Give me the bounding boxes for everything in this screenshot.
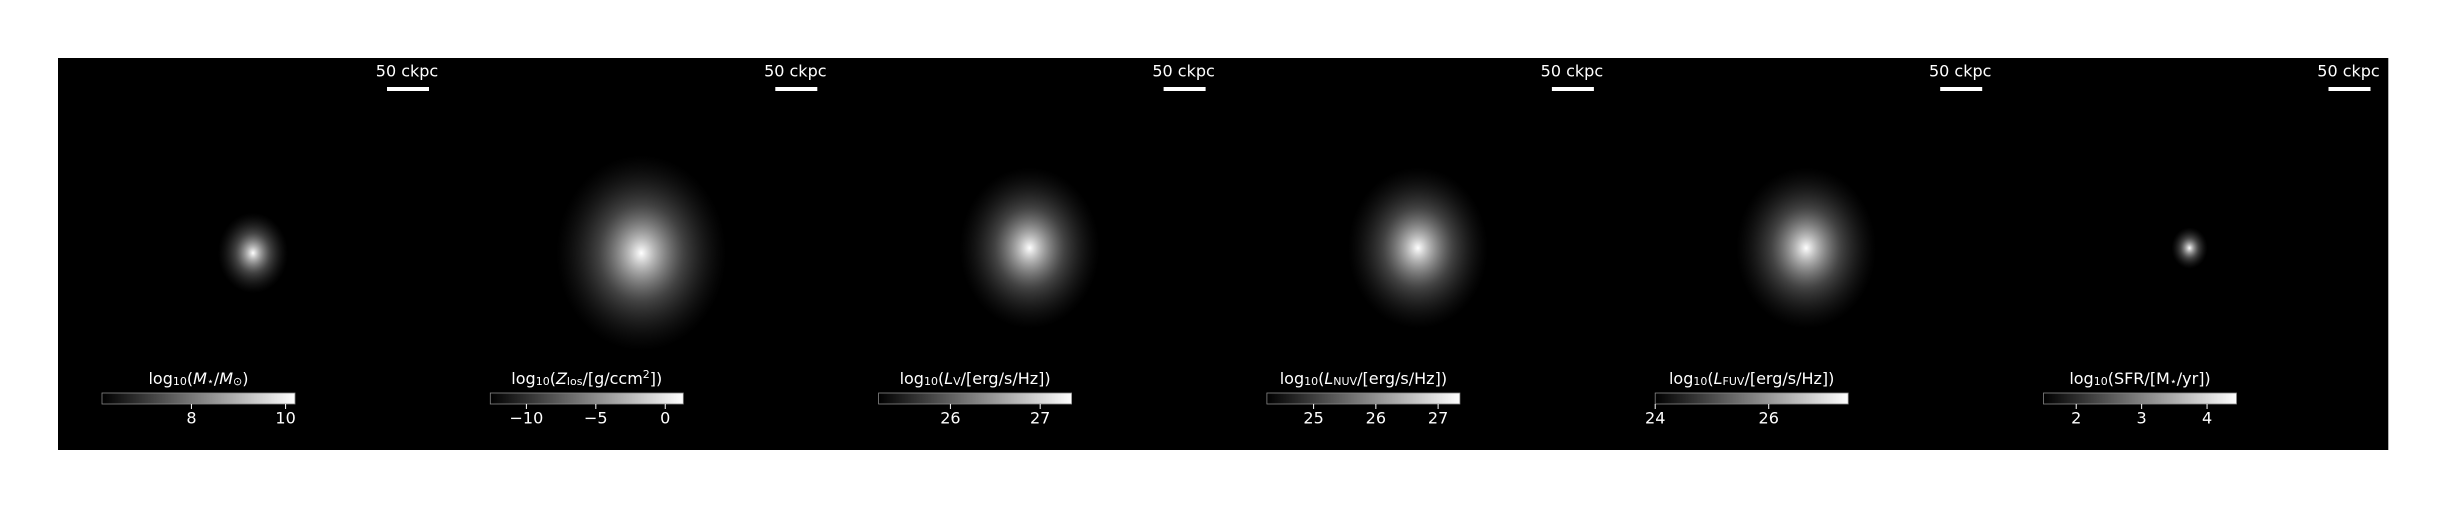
label-part: log [511, 369, 535, 388]
galaxy-image [2171, 227, 2208, 269]
colorbar-tick-label: 8 [186, 409, 196, 428]
colorbar-tick-label: 26 [1366, 409, 1386, 428]
label-part: /[erg/s/Hz]) [1744, 369, 1834, 388]
label-part: log [1669, 369, 1693, 388]
colorbar-tick-label: 25 [1303, 409, 1323, 428]
label-part: 10 [1693, 375, 1707, 388]
galaxy-image [1736, 167, 1877, 329]
colorbar-tick-label: 26 [1759, 409, 1779, 428]
scale-bar-label: 50 ckpc [376, 62, 438, 81]
colorbar-label: log10(LV/[erg/s/Hz]) [900, 369, 1051, 388]
label-part: ( [187, 369, 193, 388]
label-part: /[erg/s/Hz]) [961, 369, 1051, 388]
scale-bar [2328, 87, 2371, 91]
label-part: M [219, 369, 233, 388]
label-part: 10 [1304, 375, 1318, 388]
colorbar-tick-label: 26 [940, 409, 960, 428]
scale-bar-label: 50 ckpc [1541, 62, 1603, 81]
label-part: / [214, 369, 220, 388]
colorbar-tick-label: 2 [2071, 409, 2081, 428]
scale-bar-label: 50 ckpc [764, 62, 826, 81]
colorbar [489, 392, 684, 405]
label-part: L [944, 369, 953, 388]
label-part: 2 [643, 368, 650, 381]
label-part: (SFR/[M [2108, 369, 2170, 388]
label-part: M [193, 369, 207, 388]
scale-bar [775, 87, 818, 91]
label-part: ( [1318, 369, 1324, 388]
label-part: 10 [924, 375, 938, 388]
colorbar [101, 392, 296, 405]
panel: 50 ckpc log10(LNUV/[erg/s/Hz]) 25 26 27 [1222, 58, 1612, 450]
label-part: /[erg/s/Hz]) [1357, 369, 1447, 388]
colorbar-tick-label: 27 [1030, 409, 1050, 428]
label-part: ) [242, 369, 248, 388]
galaxy-image [1347, 167, 1488, 329]
colorbar [1266, 392, 1461, 405]
label-part: 10 [536, 375, 550, 388]
colorbar-tick-label: 24 [1645, 409, 1665, 428]
label-part: 10 [173, 375, 187, 388]
label-part: log [900, 369, 924, 388]
scale-bar-label: 50 ckpc [2317, 62, 2379, 81]
colorbar-label: log10(M⋆/M⊙) [148, 369, 248, 388]
label-part: L [1714, 369, 1723, 388]
label-part: log [148, 369, 172, 388]
label-part: /yr]) [2177, 369, 2211, 388]
label-part: los [567, 375, 583, 388]
label-part: V [953, 375, 961, 388]
galaxy-image [556, 155, 727, 351]
scale-bar [1163, 87, 1206, 91]
label-part: ( [1707, 369, 1713, 388]
colorbar-label: log10(LNUV/[erg/s/Hz]) [1280, 369, 1447, 388]
colorbar-label: log10(LFUV/[erg/s/Hz]) [1669, 369, 1834, 388]
colorbar-tick-label: 3 [2137, 409, 2147, 428]
label-part: L [1324, 369, 1333, 388]
label-part: FUV [1723, 375, 1745, 388]
colorbar-label: log10(SFR/[M⋆/yr]) [2069, 369, 2210, 388]
label-part: log [1280, 369, 1304, 388]
galaxy-image [959, 167, 1100, 329]
colorbar-tick-label: 4 [2202, 409, 2212, 428]
panel: 50 ckpc log10(LFUV/[erg/s/Hz]) 24 26 [1611, 58, 2000, 450]
colorbar-label: log10(Zlos/[g/ccm2]) [511, 368, 662, 388]
scale-bar [387, 87, 429, 91]
label-part: 10 [2094, 375, 2108, 388]
label-part: ( [938, 369, 944, 388]
scale-bar-label: 50 ckpc [1152, 62, 1214, 81]
galaxy-image [218, 212, 288, 294]
label-part: ⋆ [207, 375, 214, 388]
colorbar [1654, 392, 1849, 405]
scale-bar-label: 50 ckpc [1929, 62, 1991, 81]
colorbar-tick-label: −10 [510, 409, 544, 428]
label-part: ⋆ [2170, 375, 2177, 388]
panel: 50 ckpc log10(SFR/[M⋆/yr]) 2 3 4 [1999, 58, 2389, 450]
colorbar [2043, 392, 2237, 405]
label-part: NUV [1333, 375, 1357, 388]
label-part: ( [550, 369, 556, 388]
label-part: ]) [650, 369, 662, 388]
panel: 50 ckpc log10(Zlos/[g/ccm2]) −10 −5 0 [446, 58, 836, 450]
scale-bar [1551, 87, 1594, 91]
colorbar-tick-label: 10 [275, 409, 295, 428]
colorbar [878, 392, 1072, 405]
panel: 50 ckpc log10(LV/[erg/s/Hz]) 26 27 [834, 58, 1224, 450]
colorbar-tick-label: −5 [584, 409, 608, 428]
label-part: /[g/ccm [582, 369, 642, 388]
colorbar-tick-label: 27 [1428, 409, 1448, 428]
label-part: Z [555, 369, 568, 388]
colorbar-tick-label: 0 [660, 409, 670, 428]
label-part: log [2069, 369, 2093, 388]
scale-bar [1940, 87, 1983, 91]
label-part: ⊙ [233, 375, 242, 388]
